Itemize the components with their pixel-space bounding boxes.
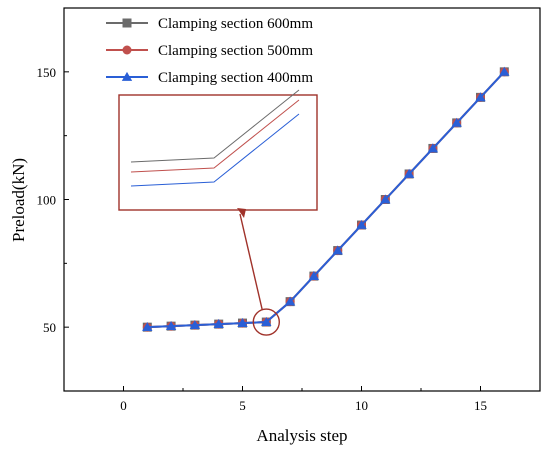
x-axis-label: Analysis step bbox=[256, 426, 347, 445]
data-point bbox=[213, 318, 224, 328]
data-point bbox=[475, 92, 486, 102]
inset-series-line bbox=[130, 89, 300, 163]
zoom-circle bbox=[252, 308, 280, 336]
data-point bbox=[380, 194, 391, 204]
inset-series-line bbox=[130, 99, 300, 173]
y-tick-label: 50 bbox=[43, 320, 56, 335]
legend-label: Clamping section 500mm bbox=[158, 43, 313, 59]
x-tick-label: 0 bbox=[120, 398, 127, 413]
x-tick-label: 10 bbox=[355, 398, 368, 413]
data-point bbox=[403, 168, 415, 178]
data-point bbox=[142, 321, 153, 332]
data-point bbox=[332, 245, 343, 255]
legend-label: Clamping section 400mm bbox=[158, 70, 313, 86]
y-tick-label: 150 bbox=[37, 65, 57, 80]
legend-item-2: Clamping section 500mm bbox=[106, 43, 313, 59]
y-axis-label: Preload(kN) bbox=[9, 158, 28, 242]
data-point bbox=[122, 18, 132, 28]
legend-item-3: Clamping section 400mm bbox=[106, 70, 313, 86]
inset-series-line bbox=[130, 113, 300, 187]
y-tick-label: 100 bbox=[37, 193, 57, 208]
legend: Clamping section 600mm Clamping section 5… bbox=[106, 16, 313, 86]
data-point bbox=[237, 317, 248, 327]
inset-layer bbox=[118, 89, 318, 336]
series-3 bbox=[142, 66, 510, 332]
data-point bbox=[189, 319, 201, 330]
data-point bbox=[261, 316, 272, 326]
x-tick-label: 15 bbox=[474, 398, 487, 413]
legend-item-1: Clamping section 600mm bbox=[106, 16, 313, 32]
zoom-arrow-line bbox=[239, 213, 263, 311]
data-point bbox=[121, 71, 133, 81]
data-point bbox=[451, 117, 462, 127]
inset-box bbox=[118, 94, 318, 211]
data-point bbox=[122, 45, 132, 55]
axis-ticks: 0 5 10 15 50 100 150 bbox=[37, 7, 541, 413]
data-point bbox=[427, 143, 439, 153]
x-tick-label: 5 bbox=[239, 398, 246, 413]
series-layer bbox=[142, 66, 510, 332]
data-point bbox=[356, 219, 367, 229]
data-point bbox=[499, 66, 510, 76]
data-point bbox=[284, 296, 296, 306]
zoom-arrow-head bbox=[237, 208, 246, 218]
series-line bbox=[147, 71, 506, 329]
data-point bbox=[308, 270, 320, 280]
legend-label: Clamping section 600mm bbox=[158, 16, 313, 32]
data-point bbox=[165, 320, 177, 331]
